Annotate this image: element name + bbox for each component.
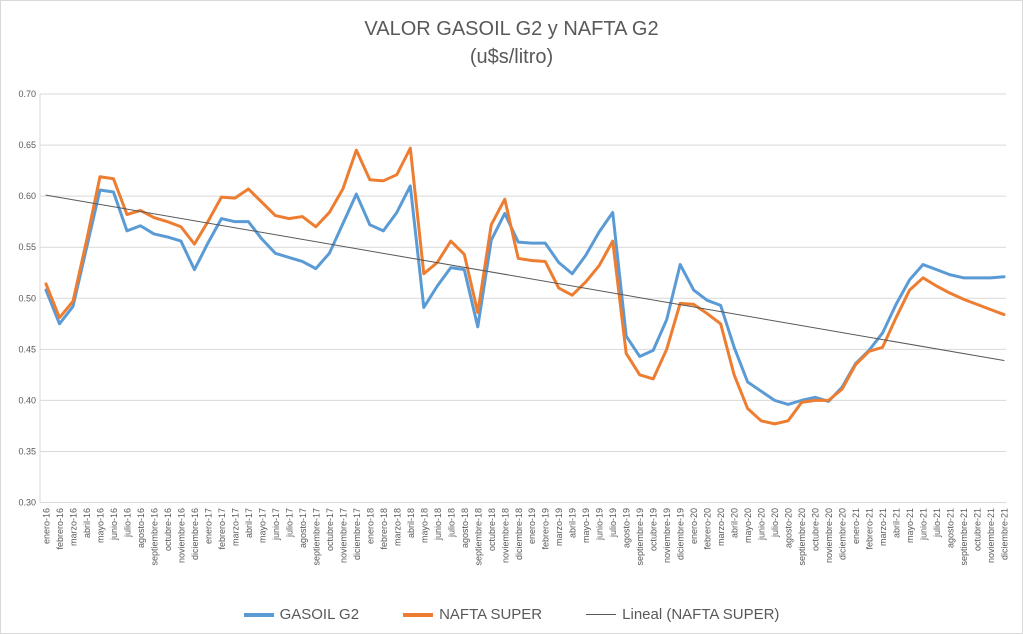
x-tick-label: agosto-17 — [298, 508, 308, 548]
x-tick-label: agosto-16 — [136, 508, 146, 548]
x-tick-label: mayo-21 — [905, 508, 915, 543]
x-tick-label: febrero-19 — [541, 508, 551, 550]
x-tick-label: junio-19 — [595, 508, 605, 541]
x-tick-label: diciembre-16 — [190, 508, 200, 560]
x-tick-label: mayo-16 — [95, 508, 105, 543]
x-tick-label: septiembre-20 — [797, 508, 807, 566]
nafta-super-line[interactable] — [44, 146, 1006, 426]
x-tick-label: abril-19 — [568, 508, 578, 538]
x-tick-label: septiembre-18 — [473, 508, 483, 566]
x-tick-label: septiembre-21 — [959, 508, 969, 566]
legend: GASOIL G2 NAFTA SUPER Lineal (NAFTA SUPE… — [1, 606, 1022, 623]
x-tick-label: octubre-21 — [973, 508, 983, 551]
x-tick-label: abril-21 — [892, 508, 902, 538]
x-tick-label: mayo-17 — [257, 508, 267, 543]
x-tick-label: febrero-17 — [217, 508, 227, 550]
legend-item-trendline[interactable]: Lineal (NAFTA SUPER) — [586, 606, 779, 623]
x-tick-label: abril-20 — [730, 508, 740, 538]
x-tick-label: febrero-16 — [55, 508, 65, 550]
chart-title: VALOR GASOIL G2 y NAFTA G2 (u$s/litro) — [1, 15, 1022, 71]
x-tick-label: marzo-19 — [554, 508, 564, 546]
nafta-super-line-swatch — [403, 612, 434, 617]
x-tick-label: enero-16 — [42, 508, 52, 544]
x-tick-label: marzo-21 — [878, 508, 888, 546]
x-tick-label: diciembre-17 — [352, 508, 362, 560]
x-tick-label: diciembre-21 — [1000, 508, 1010, 560]
x-tick-label: febrero-20 — [703, 508, 713, 550]
legend-label-gasoil-g2: GASOIL G2 — [279, 606, 360, 623]
x-tick-label: agosto-20 — [784, 508, 794, 548]
chart-title-line1: VALOR GASOIL G2 y NAFTA G2 — [364, 18, 659, 40]
x-tick-label: enero-17 — [203, 508, 213, 544]
x-tick-label: junio-16 — [109, 508, 119, 541]
x-tick-label: junio-17 — [271, 508, 281, 541]
y-tick-label: 0.50 — [18, 293, 36, 303]
x-tick-label: julio-21 — [932, 508, 942, 538]
trendline-swatch — [586, 614, 617, 615]
x-tick-label: noviembre-17 — [338, 508, 348, 563]
x-tick-label: noviembre-20 — [824, 508, 834, 563]
gasoil-g2-line[interactable] — [44, 184, 1006, 406]
plot-area: 0.30 0.35 0.40 0.45 0.50 0.55 0.60 0.65 0.70 ener… — [18, 89, 1010, 566]
y-tick-label: 0.45 — [18, 344, 36, 354]
x-tick-label: noviembre-16 — [176, 508, 186, 563]
x-tick-label: febrero-18 — [379, 508, 389, 550]
y-tick-label: 0.65 — [18, 140, 36, 150]
x-tick-label: mayo-19 — [581, 508, 591, 543]
x-tick-label: julio-16 — [122, 508, 132, 538]
x-tick-label: junio-20 — [757, 508, 767, 541]
x-tick-label: diciembre-20 — [838, 508, 848, 560]
x-tick-label: septiembre-17 — [311, 508, 321, 566]
trendline-nafta-super[interactable] — [45, 194, 1005, 362]
x-tick-label: julio-17 — [284, 508, 294, 538]
x-tick-label: septiembre-19 — [635, 508, 645, 566]
x-tick-label: octubre-18 — [487, 508, 497, 551]
x-tick-label: marzo-18 — [392, 508, 402, 546]
x-tick-label: marzo-20 — [716, 508, 726, 546]
x-tick-label: julio-20 — [770, 508, 780, 538]
x-tick-label: julio-19 — [608, 508, 618, 538]
x-tick-label: agosto-18 — [460, 508, 470, 548]
x-tick-label: marzo-17 — [230, 508, 240, 546]
x-tick-label: agosto-21 — [946, 508, 956, 548]
x-tick-label: abril-18 — [406, 508, 416, 538]
legend-label-nafta-super: NAFTA SUPER — [439, 606, 543, 623]
x-tick-label: marzo-16 — [68, 508, 78, 546]
chart-title-line2: (u$s/litro) — [469, 46, 554, 68]
x-tick-label: diciembre-19 — [676, 508, 686, 560]
legend-item-nafta-super[interactable]: NAFTA SUPER — [403, 606, 542, 623]
gasoil-g2-line-swatch — [243, 612, 274, 617]
x-tick-label: enero-20 — [689, 508, 699, 544]
x-tick-label: diciembre-18 — [514, 508, 524, 560]
x-tick-label: octubre-17 — [325, 508, 335, 551]
y-tick-label: 0.70 — [18, 89, 36, 99]
x-tick-label: enero-19 — [527, 508, 537, 544]
y-tick-label: 0.30 — [18, 498, 36, 508]
x-tick-label: mayo-20 — [743, 508, 753, 543]
x-tick-label: enero-21 — [851, 508, 861, 544]
x-tick-label: junio-21 — [919, 508, 929, 541]
x-tick-label: septiembre-16 — [149, 508, 159, 566]
x-tick-label: febrero-21 — [865, 508, 875, 550]
y-tick-label: 0.35 — [18, 446, 36, 456]
x-tick-label: mayo-18 — [419, 508, 429, 543]
x-tick-label: octubre-19 — [649, 508, 659, 551]
x-tick-label: abril-16 — [82, 508, 92, 538]
x-tick-label: agosto-19 — [622, 508, 632, 548]
x-tick-label: noviembre-21 — [986, 508, 996, 563]
x-tick-label: noviembre-19 — [662, 508, 672, 563]
y-tick-label: 0.55 — [18, 242, 36, 252]
x-tick-label: junio-18 — [433, 508, 443, 541]
y-tick-label: 0.60 — [18, 191, 36, 201]
x-tick-label: noviembre-18 — [500, 508, 510, 563]
x-tick-label: julio-18 — [446, 508, 456, 538]
y-tick-label: 0.40 — [18, 395, 36, 405]
x-tick-label: abril-17 — [244, 508, 254, 538]
legend-label-trendline: Lineal (NAFTA SUPER) — [622, 606, 780, 623]
x-tick-label: octubre-16 — [163, 508, 173, 551]
x-tick-label: enero-18 — [365, 508, 375, 544]
x-tick-label: octubre-20 — [811, 508, 821, 551]
legend-item-gasoil-g2[interactable]: GASOIL G2 — [243, 606, 360, 623]
